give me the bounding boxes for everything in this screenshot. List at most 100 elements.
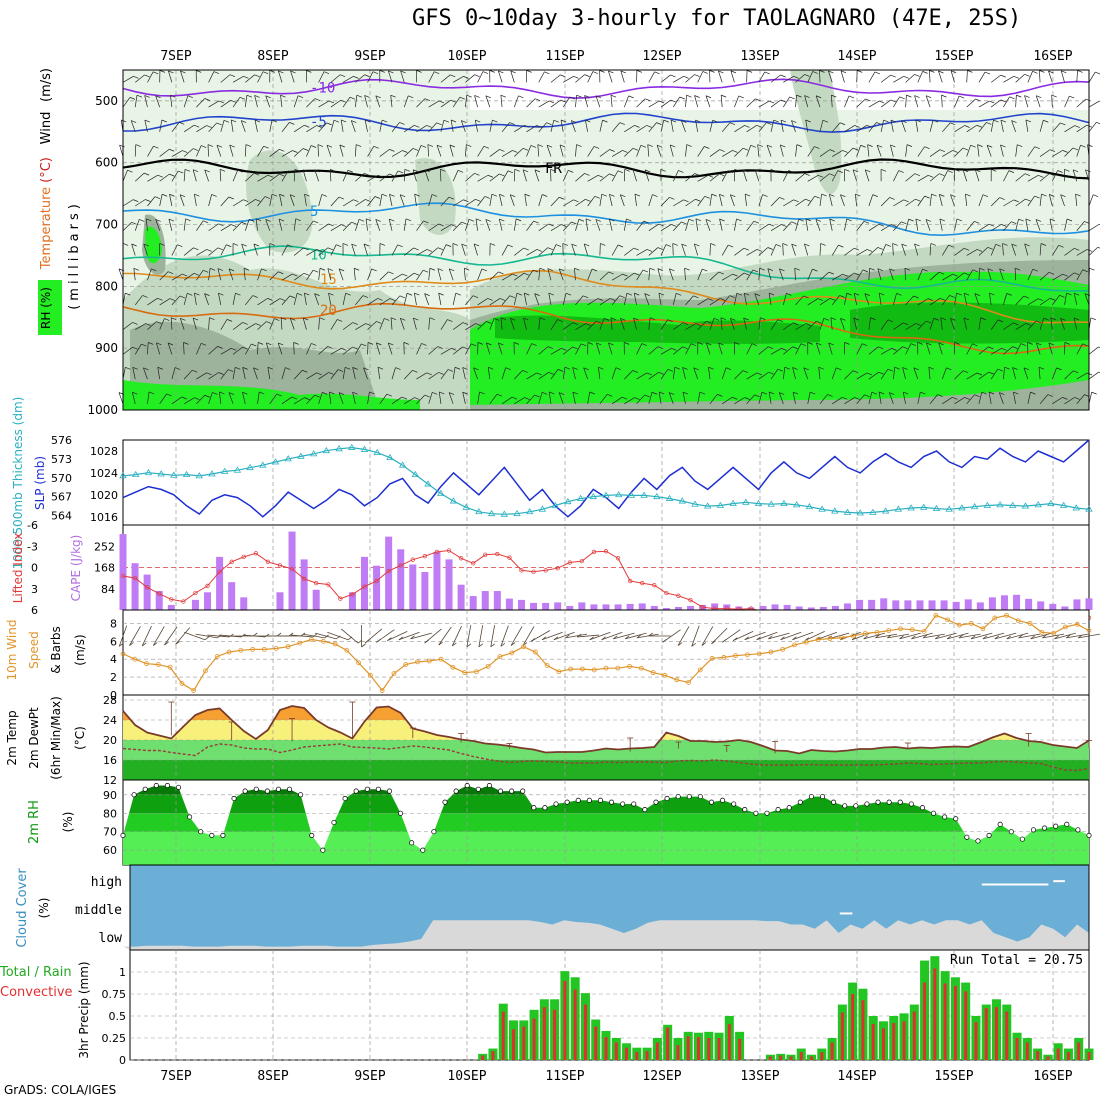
- rh-marker: [1086, 832, 1092, 838]
- wind-barb-flag: [821, 193, 827, 197]
- wind-barb-flag: [386, 393, 393, 397]
- wind-barb-flag: [865, 169, 871, 173]
- temp-tick: 16: [103, 754, 117, 767]
- wind-barb: [928, 367, 931, 380]
- wind-barb-flag: [1048, 70, 1054, 74]
- thickness-marker: [386, 453, 394, 461]
- wind-barb: [758, 194, 763, 207]
- thickness-marker: [1034, 501, 1042, 508]
- wind-barb-flag: [1060, 318, 1066, 321]
- wind-barb: [293, 293, 298, 305]
- wind-barb-flag: [209, 267, 216, 271]
- wind-barb-flag: [193, 273, 200, 276]
- wind-barb-flag: [877, 268, 883, 271]
- wind-barb-flag: [129, 97, 136, 100]
- wind-barb-flag: [670, 99, 676, 103]
- wind-barb-flag: [472, 295, 479, 299]
- wind-barb: [342, 367, 346, 380]
- wind-barb-flag: [742, 169, 749, 173]
- wind-barb-flag: [951, 70, 957, 74]
- cape-bar: [373, 565, 381, 610]
- wind-barb-flag: [987, 268, 993, 271]
- wind-barb: [587, 71, 594, 83]
- wind-barb: [131, 392, 136, 404]
- wind-barb-flag: [231, 119, 237, 123]
- thickness-marker: [335, 445, 343, 452]
- wind-barb: [440, 196, 450, 207]
- wind-barb: [975, 169, 980, 182]
- wind-barb-flag: [300, 632, 306, 637]
- wind-barb: [164, 626, 178, 646]
- wind-barb-flag: [853, 247, 860, 251]
- wind-barb: [391, 396, 403, 405]
- wind-barb-flag: [387, 637, 392, 641]
- rh-marker: [675, 794, 681, 800]
- wind-barb-flag: [1040, 243, 1047, 246]
- wind-barb-flag: [1074, 248, 1080, 251]
- wind-barb-flag: [946, 367, 952, 371]
- wind-barb: [391, 295, 401, 306]
- wind-barb: [391, 273, 403, 281]
- thickness-marker: [360, 445, 369, 452]
- rh-shade-4: [246, 150, 313, 253]
- thickness-marker: [208, 470, 216, 477]
- wind-barb-flag: [498, 70, 504, 74]
- wind-barb-flag: [914, 243, 920, 247]
- wind-barb: [856, 145, 862, 157]
- wind-barb-flag: [253, 367, 259, 371]
- wind-barb-flag: [572, 322, 579, 325]
- isotherm-line: [123, 269, 1090, 324]
- thickness-marker: [881, 507, 890, 514]
- wind-barb-flag: [908, 218, 914, 222]
- slp-panel: 56456757057357610161020102410281000-500m…: [11, 397, 1093, 569]
- wind-barb-flag: [302, 169, 309, 173]
- wind-barb-flag: [684, 267, 690, 271]
- wind-barb-flag: [131, 120, 137, 123]
- wind-barb: [318, 392, 323, 404]
- wind-barb-flag: [952, 397, 958, 400]
- wind-speed-marker: [792, 642, 797, 648]
- wind-barb-flag: [671, 224, 677, 227]
- thickness-tick: 567: [51, 491, 72, 504]
- wind-barb-flag: [1024, 243, 1030, 247]
- wind-barb: [257, 174, 269, 182]
- wind-barb: [770, 369, 779, 380]
- wind-barb-flag: [803, 367, 809, 371]
- wind-barb-flag: [1064, 168, 1070, 172]
- wind-barb-flag: [241, 633, 246, 638]
- wind-barb-flag: [559, 196, 565, 200]
- wind-barb: [1073, 293, 1078, 305]
- wind-barb: [269, 173, 280, 182]
- wind-barb: [611, 122, 621, 133]
- wind-barb: [1088, 194, 1094, 207]
- wind-barb-flag: [660, 168, 666, 172]
- wind-barb-flag: [1006, 635, 1012, 640]
- wind-barb-flag: [963, 317, 970, 321]
- wind-barb: [577, 634, 600, 638]
- wind-speed-marker: [332, 641, 338, 647]
- wind-barb-flag: [1096, 121, 1100, 125]
- wind-barb: [514, 125, 525, 133]
- wind-barb-flag: [1050, 317, 1056, 321]
- wind-barb: [489, 298, 501, 306]
- wind-barb: [587, 174, 599, 182]
- wind-barb: [497, 342, 503, 355]
- cloud-level-high: high: [91, 875, 122, 890]
- wind-barb: [403, 370, 413, 380]
- wind-barb-flag: [669, 268, 675, 272]
- wind-barb-flag: [796, 144, 802, 147]
- rh-marker: [1042, 825, 1048, 831]
- wind-speed-marker: [214, 654, 220, 659]
- wind-barb: [611, 396, 623, 405]
- wind-barb-flag: [885, 244, 891, 247]
- wind-barb: [782, 243, 784, 256]
- wind-barb: [1064, 218, 1068, 231]
- wind-barb: [134, 219, 140, 231]
- wind-barb: [119, 144, 124, 157]
- wind-barb-flag: [656, 122, 662, 125]
- wind-barb: [438, 293, 442, 305]
- wind-barb-flag: [989, 292, 995, 296]
- wind-barb-flag: [379, 243, 386, 246]
- wind-barb-flag: [304, 292, 310, 296]
- wind-barb-flag: [1047, 394, 1053, 397]
